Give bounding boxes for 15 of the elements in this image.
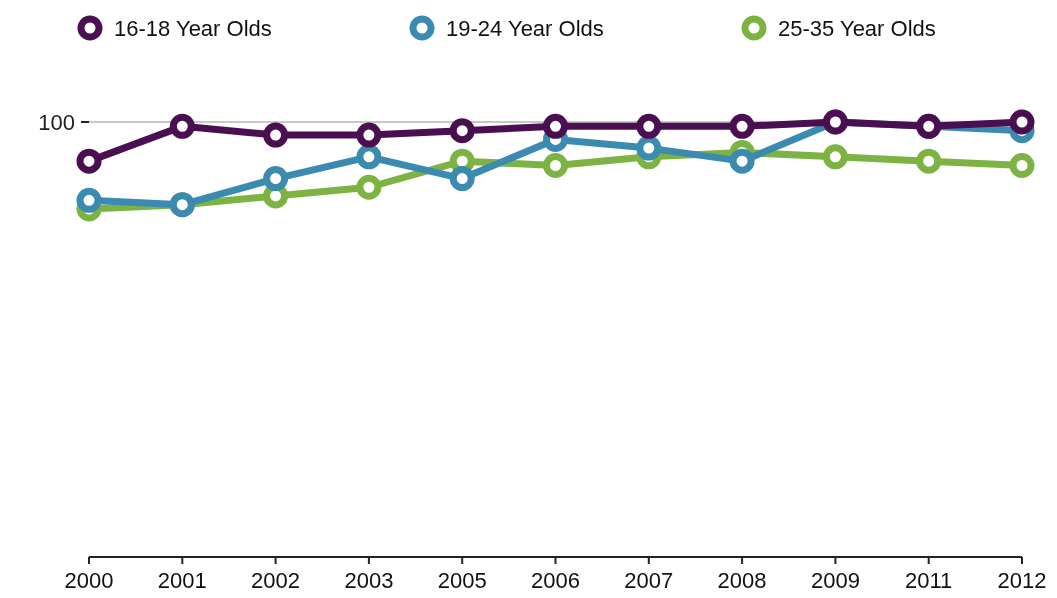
legend-label: 19-24 Year Olds bbox=[446, 15, 604, 41]
x-tick-label: 2006 bbox=[531, 568, 580, 593]
x-tick-label: 2011 bbox=[905, 568, 953, 593]
legend-label: 25-35 Year Olds bbox=[778, 15, 936, 41]
x-tick-label: 2002 bbox=[251, 568, 301, 593]
x-tick-label: 2007 bbox=[624, 568, 674, 593]
ref-line-label: 100 bbox=[38, 109, 75, 135]
x-tick-label: 2003 bbox=[344, 568, 394, 593]
x-tick-label: 2005 bbox=[437, 568, 487, 593]
legend-label: 16-18 Year Olds bbox=[114, 15, 272, 41]
x-tick-label: 2001 bbox=[157, 568, 207, 593]
x-tick-label: 2008 bbox=[717, 568, 767, 593]
x-tick-label: 2000 bbox=[64, 568, 114, 593]
x-tick-label: 2012 bbox=[997, 568, 1047, 593]
x-tick-label: 2009 bbox=[810, 568, 860, 593]
